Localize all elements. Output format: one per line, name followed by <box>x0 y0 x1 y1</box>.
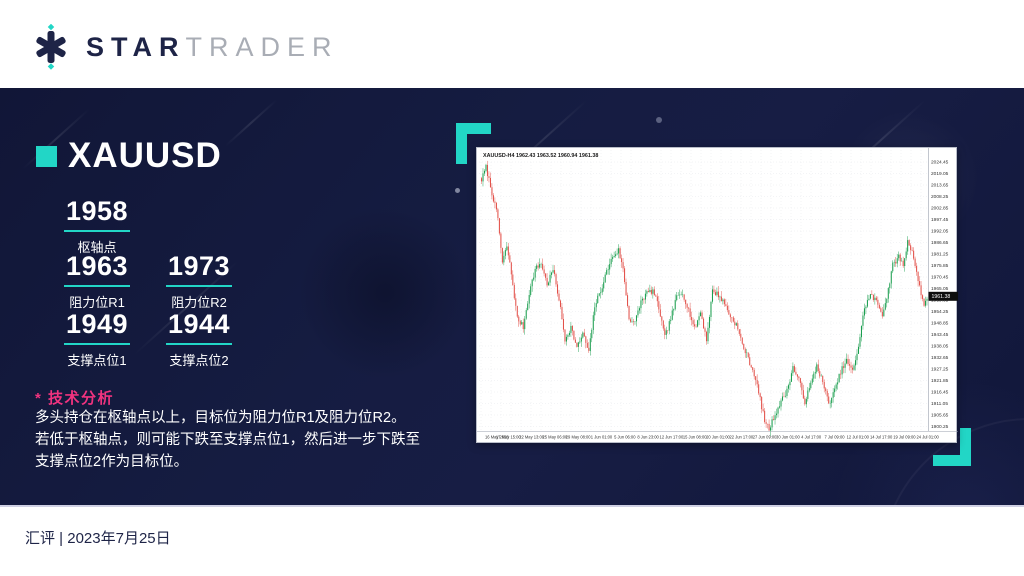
svg-text:17 May 15:00: 17 May 15:00 <box>496 435 522 440</box>
svg-text:1938.05: 1938.05 <box>931 344 949 350</box>
footer-bar: 汇评 | 2023年7月25日 <box>0 509 1024 576</box>
svg-text:1 Jun 01:00: 1 Jun 01:00 <box>591 435 613 440</box>
svg-text:1911.05: 1911.05 <box>931 401 948 407</box>
pivot-point-block: 1958 枢轴点 <box>60 196 134 256</box>
svg-text:12 Jun 17:00: 12 Jun 17:00 <box>660 435 684 440</box>
svg-text:XAUUSD-H4 1962.43 1963.52 1960: XAUUSD-H4 1962.43 1963.52 1960.94 1961.3… <box>483 153 598 159</box>
svg-text:1961.38: 1961.38 <box>932 294 951 300</box>
analysis-line-3: 支撑点位2作为目标位。 <box>35 453 189 470</box>
svg-text:22 May 13:00: 22 May 13:00 <box>519 435 545 440</box>
svg-text:4 Jul 17:00: 4 Jul 17:00 <box>801 435 822 440</box>
resistance2-block: 1973 阻力位R2 <box>162 251 236 311</box>
resistance1-block: 1963 阻力位R1 <box>60 251 134 311</box>
svg-text:29 May 08:00: 29 May 08:00 <box>566 435 592 440</box>
svg-text:1992.05: 1992.05 <box>931 229 949 235</box>
decor-dot <box>656 117 662 123</box>
svg-text:2002.85: 2002.85 <box>931 206 949 212</box>
technical-analysis-text: 多头持仓在枢轴点以上，目标位为阻力位R1及阻力位R2。 若低于枢轴点，则可能下跌… <box>35 408 445 473</box>
resistance1-value: 1963 <box>63 251 131 287</box>
corner-bracket-bottom-right <box>933 428 971 466</box>
svg-text:8 Jun 23:00: 8 Jun 23:00 <box>637 435 659 440</box>
support2-block: 1944 支撑点位2 <box>162 309 236 369</box>
svg-text:2024.45: 2024.45 <box>931 160 949 166</box>
svg-text:27 Jun 09:00: 27 Jun 09:00 <box>753 435 777 440</box>
title-bullet-square <box>36 145 57 167</box>
support2-value: 1944 <box>165 309 233 345</box>
support1-label: 支撑点位1 <box>67 353 127 368</box>
svg-text:1970.45: 1970.45 <box>931 275 949 281</box>
decor-glow <box>300 208 470 378</box>
svg-text:2008.25: 2008.25 <box>931 194 949 200</box>
analysis-line-1: 多头持仓在枢轴点以上，目标位为阻力位R1及阻力位R2。 <box>35 410 406 426</box>
svg-text:15 Jun 08:00: 15 Jun 08:00 <box>683 435 707 440</box>
instrument-title-row: XAUUSD <box>36 136 222 176</box>
logo-wordmark: STARTRADER <box>86 32 339 63</box>
svg-text:1943.45: 1943.45 <box>931 332 949 338</box>
chart-window: 2024.45 2019.05 2013.65 2008.25 2002.85 1997.… <box>476 147 958 443</box>
svg-text:25 May 06:00: 25 May 06:00 <box>542 435 568 440</box>
svg-text:1948.85: 1948.85 <box>931 321 949 327</box>
corner-bracket-top-left <box>456 123 491 164</box>
svg-text:2019.05: 2019.05 <box>931 171 949 177</box>
resistance2-label: 阻力位R2 <box>171 295 227 310</box>
pivot-point-value: 1958 <box>63 196 131 232</box>
svg-text:24 Jul 01:00: 24 Jul 01:00 <box>917 435 940 440</box>
svg-text:1900.25: 1900.25 <box>931 424 949 430</box>
svg-text:2013.65: 2013.65 <box>931 183 949 189</box>
svg-text:22 Jun 17:00: 22 Jun 17:00 <box>729 435 753 440</box>
analysis-line-2: 若低于枢轴点，则可能下跌至支撑点位1，然后进一步下跌至 <box>35 431 421 448</box>
svg-text:1921.85: 1921.85 <box>931 378 949 384</box>
svg-text:12 Jul 01:00: 12 Jul 01:00 <box>847 435 870 440</box>
header-bar: STARTRADER <box>0 0 1024 88</box>
logo-text-trader: TRADER <box>185 31 339 62</box>
star-asterisk-icon <box>36 24 66 70</box>
svg-text:1905.65: 1905.65 <box>931 413 949 419</box>
xauusd-candlestick-chart: 2024.45 2019.05 2013.65 2008.25 2002.85 1997.… <box>477 148 958 440</box>
support1-value: 1949 <box>63 309 131 345</box>
svg-text:1975.85: 1975.85 <box>931 263 949 269</box>
technical-analysis-heading: * 技术分析 <box>35 390 115 407</box>
svg-text:1965.05: 1965.05 <box>931 286 949 292</box>
resistance2-value: 1973 <box>165 251 233 287</box>
svg-text:1954.25: 1954.25 <box>931 309 949 315</box>
pivot-point-label: 枢轴点 <box>77 240 117 255</box>
decor-streak <box>224 98 278 148</box>
svg-text:1986.65: 1986.65 <box>931 240 949 246</box>
svg-text:7 Jul 09:00: 7 Jul 09:00 <box>824 435 845 440</box>
svg-text:1927.25: 1927.25 <box>931 367 949 373</box>
svg-text:1981.25: 1981.25 <box>931 252 949 258</box>
support1-block: 1949 支撑点位1 <box>60 309 134 369</box>
svg-text:30 Jun 01:00: 30 Jun 01:00 <box>776 435 800 440</box>
support2-label: 支撑点位2 <box>169 353 229 368</box>
resistance1-label: 阻力位R1 <box>69 295 125 310</box>
svg-text:20 Jun 01:00: 20 Jun 01:00 <box>706 435 730 440</box>
svg-text:1916.45: 1916.45 <box>931 390 949 396</box>
svg-text:19 Jul 09:00: 19 Jul 09:00 <box>893 435 916 440</box>
footer-caption: 汇评 | 2023年7月25日 <box>25 530 171 547</box>
decor-dot <box>455 188 460 193</box>
svg-text:14 Jul 17:00: 14 Jul 17:00 <box>870 435 893 440</box>
logo-text-star: STAR <box>86 31 186 62</box>
instrument-title: XAUUSD <box>68 136 222 175</box>
svg-text:1997.45: 1997.45 <box>931 217 949 223</box>
svg-text:5 Jun 06:00: 5 Jun 06:00 <box>614 435 636 440</box>
svg-text:16 May 2023: 16 May 2023 <box>485 435 509 440</box>
startrader-logo: STARTRADER <box>30 24 339 70</box>
svg-text:1932.65: 1932.65 <box>931 355 949 361</box>
